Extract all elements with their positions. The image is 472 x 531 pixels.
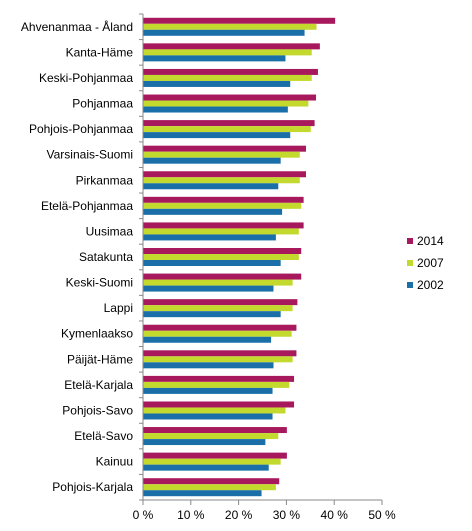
bar-2014 [143,401,295,408]
bar-2002 [143,490,262,497]
bar-2014 [143,17,336,24]
bar-2007 [143,305,293,312]
bar-2007 [143,381,290,388]
bar-2014 [143,299,298,306]
bar-2014 [143,120,315,127]
bar-2007 [143,49,312,56]
x-tick-label: 0 % [133,508,154,522]
category-label: Pohjois-Savo [62,403,133,417]
legend-label-2014: 2014 [417,234,444,248]
bar-2007 [143,74,312,81]
category-label: Uusimaa [86,224,134,238]
legend-swatch-2007 [407,260,413,266]
legend: 2014 2007 2002 [407,234,444,292]
bar-2007 [143,407,286,414]
bar-2014 [143,248,302,254]
category-label: Keski-Pohjanmaa [39,71,133,85]
bar-2002 [143,260,281,266]
bar-2007 [143,254,299,260]
bar-2002 [143,132,291,139]
bar-2002 [143,285,274,292]
bar-2014 [143,478,280,485]
bar-2002 [143,464,269,471]
bar-2014 [143,324,297,331]
bar-2007 [143,202,302,209]
bar-2007 [143,126,311,133]
category-label: Ahvenanmaa - Åland [21,19,133,34]
bar-2014 [143,43,320,50]
bar-2007 [143,484,276,491]
category-label: Päijät-Häme [67,352,133,366]
bar-2014 [143,68,318,75]
bar-2007 [143,458,281,465]
bar-2002 [143,362,274,369]
category-label: Kymenlaakso [61,327,133,341]
category-label: Etelä-Karjala [64,378,133,392]
legend-label-2007: 2007 [417,256,444,270]
bar-2014 [143,145,306,152]
bar-2007 [143,151,300,158]
bar-2002 [143,336,272,343]
category-label: Pohjanmaa [72,97,133,111]
legend-swatch-2014 [407,238,413,244]
bar-2007 [143,330,292,337]
bar-2014 [143,427,287,434]
bar-2002 [143,208,283,215]
x-tick-label: 30 % [273,508,301,522]
bar-2007 [143,433,279,440]
bar-2002 [143,55,286,62]
bar-2002 [143,29,305,36]
bar-2002 [143,157,281,164]
category-label: Pohjois-Pohjanmaa [29,122,133,136]
bar-2002 [143,387,273,394]
category-labels: Ahvenanmaa - Åland Kanta-Häme Keski-Pohjan… [21,19,133,494]
bar-2014 [143,196,304,203]
bar-2014 [143,452,287,459]
bar-2002 [143,234,276,241]
category-label: Etelä-Savo [74,429,133,443]
category-label: Varsinais-Suomi [47,148,133,162]
bar-2002 [143,311,281,318]
bar-2014 [143,222,304,229]
bar-2014 [143,273,302,280]
bar-2014 [143,94,317,101]
category-label: Pohjois-Karjala [52,480,133,494]
category-label: Keski-Suomi [66,276,133,290]
bar-2002 [143,413,273,420]
category-label: Kanta-Häme [66,45,134,59]
bar-2002 [143,80,291,87]
x-tick-label: 40 % [321,508,349,522]
legend-swatch-2002 [407,282,413,288]
category-label: Lappi [104,301,133,315]
category-label: Kainuu [96,455,133,469]
x-tick-label: 10 % [177,508,205,522]
bar-2007 [143,23,317,30]
bar-2014 [143,171,306,178]
bar-2007 [143,356,293,363]
bar-2007 [143,279,293,286]
bar-2014 [143,375,295,382]
bar-2002 [143,106,288,113]
bar-2014 [143,350,297,357]
category-label: Satakunta [79,250,133,264]
legend-label-2002: 2002 [417,278,444,292]
x-axis: 0 % 10 % 20 % 30 % 40 % 50 % [133,13,396,522]
bar-2007 [143,100,309,107]
bar-2007 [143,177,300,184]
category-label: Etelä-Pohjanmaa [41,199,133,213]
bar-2002 [143,439,266,446]
bar-2007 [143,228,299,235]
plot-area [143,17,336,497]
x-tick-label: 50 % [368,508,396,522]
bar-2002 [143,183,279,190]
x-tick-label: 20 % [225,508,253,522]
category-label: Pirkanmaa [76,173,134,187]
